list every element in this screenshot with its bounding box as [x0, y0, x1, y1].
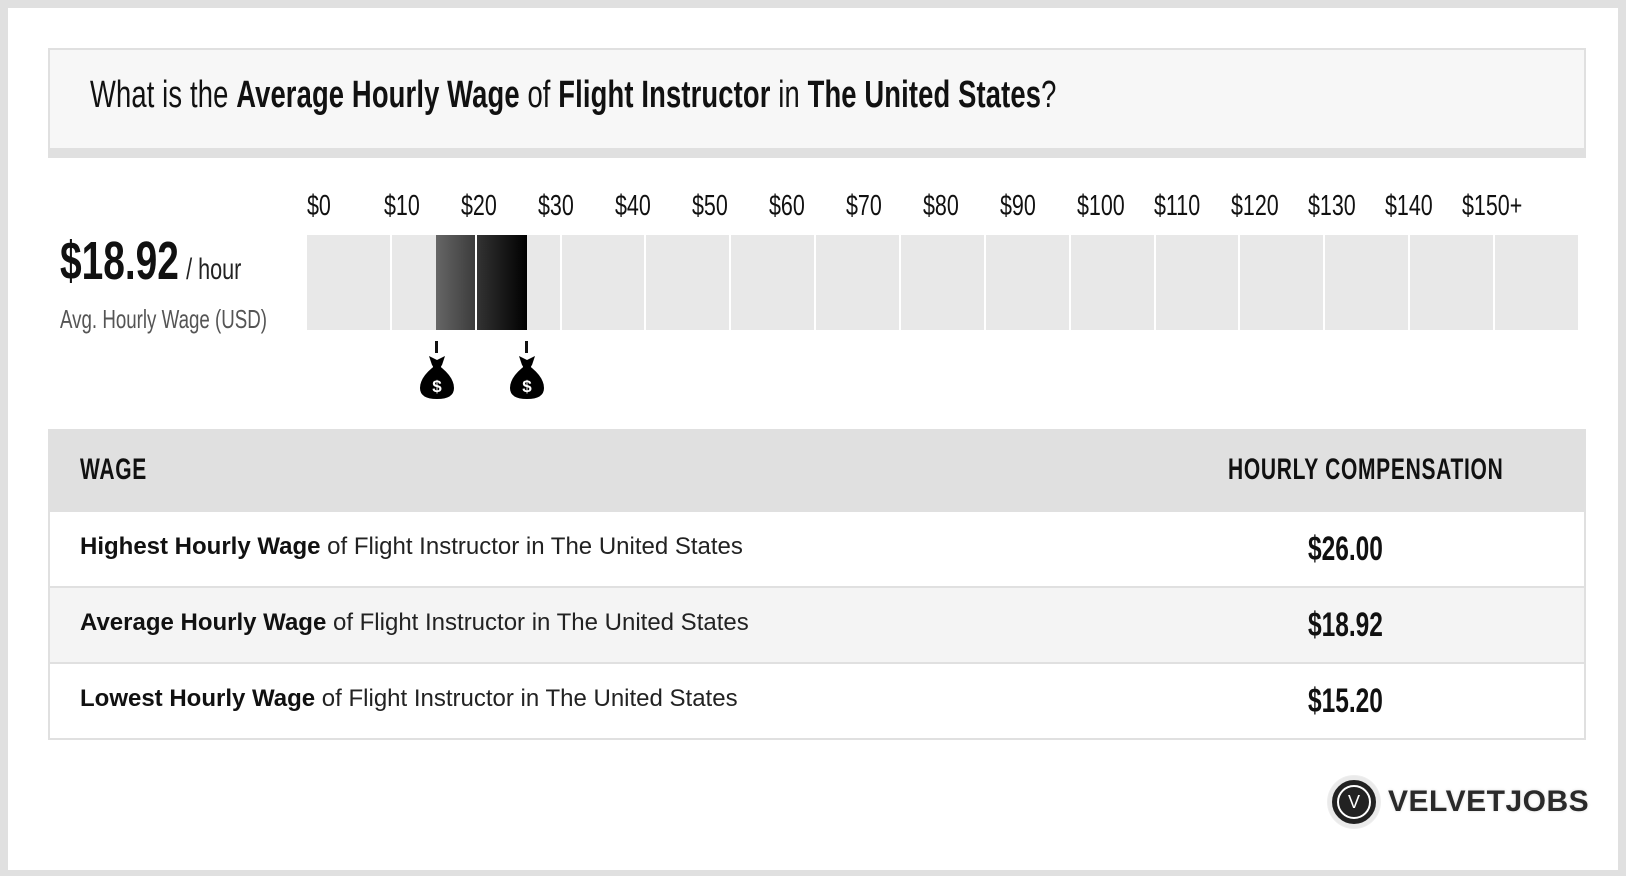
logo-text: VELVETJOBS	[1388, 785, 1590, 818]
column-header-wage: WAGE	[80, 453, 147, 486]
scale-segment	[985, 235, 1069, 330]
tick-label: $80	[923, 190, 959, 222]
row-description-rest: of Flight Instructor in The United State…	[326, 609, 749, 636]
scale-segment	[731, 235, 815, 330]
scale-segment	[1410, 235, 1494, 330]
scale-segment	[816, 235, 900, 330]
tick-label: $110	[1154, 190, 1201, 222]
title-part: ?	[1041, 74, 1057, 116]
scale-segment	[1070, 235, 1154, 330]
svg-text:$: $	[432, 377, 442, 396]
tick-label: $30	[538, 190, 574, 222]
scale-segment	[1155, 235, 1239, 330]
velvetjobs-logo[interactable]: V VELVETJOBS	[1328, 776, 1589, 828]
row-description-bold: Highest Hourly Wage	[80, 533, 321, 560]
tick-label: $50	[692, 190, 728, 222]
row-value: $26.00	[1308, 530, 1383, 568]
wage-range-low-segment	[436, 235, 475, 330]
tick-label: $130	[1308, 190, 1356, 222]
title-box: What is the Average Hourly Wage of Fligh…	[48, 48, 1586, 158]
scale-segment	[901, 235, 984, 330]
tick-label: $70	[846, 190, 882, 222]
scale-segment	[646, 235, 730, 330]
wage-range-high-segment	[477, 235, 527, 330]
average-wage-unit: / hour	[186, 253, 242, 286]
scale-segment	[1240, 235, 1324, 330]
title-part-location: The United States	[807, 74, 1042, 116]
title-part-job: Flight Instructor	[558, 74, 771, 116]
title-part: What is the	[90, 74, 237, 116]
tick-label: $120	[1231, 190, 1279, 222]
row-description: Average Hourly Wage of Flight Instructor…	[80, 609, 749, 637]
tick-label: $20	[461, 190, 497, 222]
title-part-metric: Average Hourly Wage	[236, 74, 520, 116]
logo-mark-letter: V	[1347, 791, 1360, 812]
scale-segment	[1495, 235, 1578, 330]
logo-mark-icon: V	[1328, 776, 1380, 828]
scale-ticks: $0 $10 $20 $30 $40 $50 $60 $70 $80 $90 $…	[307, 190, 1597, 224]
low-marker-line	[435, 341, 438, 353]
tick-label: $40	[615, 190, 651, 222]
title-part: in	[770, 74, 808, 116]
row-description: Lowest Hourly Wage of Flight Instructor …	[80, 685, 738, 713]
money-bag-icon: $	[510, 356, 544, 399]
tick-label: $60	[769, 190, 805, 222]
average-wage-display: $18.92/ hour	[60, 230, 241, 292]
table-row: Highest Hourly Wage of Flight Instructor…	[50, 510, 1584, 586]
column-header-compensation: HOURLY COMPENSATION	[1228, 453, 1504, 486]
tick-label: $150+	[1462, 190, 1523, 222]
title-part: of	[519, 74, 559, 116]
page-title: What is the Average Hourly Wage of Fligh…	[90, 74, 1056, 117]
average-wage-value: $18.92	[60, 231, 179, 291]
scale-segment	[307, 235, 390, 330]
table-row: Lowest Hourly Wage of Flight Instructor …	[50, 662, 1584, 738]
average-wage-label: Avg. Hourly Wage (USD)	[60, 304, 268, 334]
row-description-bold: Lowest Hourly Wage	[80, 685, 316, 712]
tick-label: $90	[1000, 190, 1036, 222]
svg-text:$: $	[522, 377, 532, 396]
high-marker-line	[525, 341, 528, 353]
tick-label: $140	[1385, 190, 1433, 222]
row-description-rest: of Flight Instructor in The United State…	[320, 533, 743, 560]
row-description: Highest Hourly Wage of Flight Instructor…	[80, 533, 743, 561]
tick-label: $0	[307, 190, 331, 222]
table-header: WAGE HOURLY COMPENSATION	[50, 429, 1584, 510]
row-value: $15.20	[1308, 682, 1383, 720]
table-row: Average Hourly Wage of Flight Instructor…	[50, 586, 1584, 662]
infographic-frame: What is the Average Hourly Wage of Fligh…	[8, 8, 1618, 870]
tick-label: $10	[384, 190, 420, 222]
wage-table: WAGE HOURLY COMPENSATION Highest Hourly …	[48, 429, 1586, 740]
row-description-rest: of Flight Instructor in The United State…	[315, 685, 738, 712]
money-bag-icon: $	[420, 356, 454, 399]
row-value: $18.92	[1308, 606, 1383, 644]
tick-label: $100	[1077, 190, 1125, 222]
row-description-bold: Average Hourly Wage	[80, 609, 327, 636]
scale-segment	[1325, 235, 1409, 330]
scale-segment	[561, 235, 645, 330]
